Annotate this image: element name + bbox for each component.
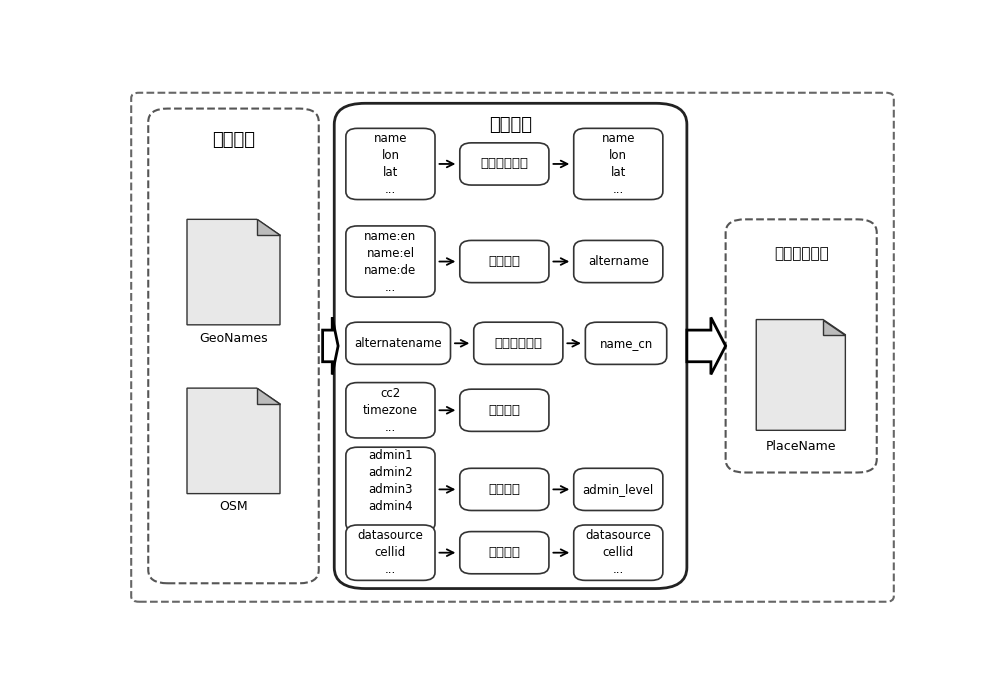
Polygon shape [187,388,280,494]
FancyBboxPatch shape [460,469,549,510]
Text: 地名数据: 地名数据 [489,116,532,134]
Polygon shape [257,219,280,235]
FancyBboxPatch shape [346,226,435,297]
FancyBboxPatch shape [346,128,435,199]
Polygon shape [187,219,280,325]
FancyBboxPatch shape [574,240,663,283]
FancyBboxPatch shape [460,240,549,283]
FancyBboxPatch shape [346,525,435,580]
Text: 地名数据: 地名数据 [212,132,255,149]
Polygon shape [257,388,280,404]
Text: 新增字段: 新增字段 [488,546,520,559]
Text: GeoNames: GeoNames [199,332,268,345]
Text: 转换字段: 转换字段 [488,483,520,496]
Text: 过滤提取字段: 过滤提取字段 [494,337,542,350]
Text: 合并字段: 合并字段 [488,255,520,268]
Text: 抛弃字段: 抛弃字段 [488,403,520,416]
FancyBboxPatch shape [346,383,435,438]
FancyBboxPatch shape [574,128,663,199]
Text: cc2
timezone
...: cc2 timezone ... [363,387,418,434]
FancyBboxPatch shape [346,447,435,532]
Text: name
lon
lat
...: name lon lat ... [374,132,407,196]
Text: name
lon
lat
...: name lon lat ... [602,132,635,196]
FancyBboxPatch shape [346,322,450,364]
Text: datasource
cellid
...: datasource cellid ... [585,530,651,576]
Text: admin_level: admin_level [583,483,654,496]
Polygon shape [687,317,726,375]
FancyBboxPatch shape [460,389,549,432]
Polygon shape [323,317,338,375]
Text: altername: altername [588,255,649,268]
Text: name:en
name:el
name:de
...: name:en name:el name:de ... [364,229,417,294]
Text: OSM: OSM [219,500,248,513]
Text: 标准地名数据: 标准地名数据 [774,246,829,261]
Polygon shape [756,319,845,430]
Text: admin1
admin2
admin3
admin4
...: admin1 admin2 admin3 admin4 ... [368,449,413,530]
Text: alternatename: alternatename [354,337,442,350]
Text: PlaceName: PlaceName [766,440,836,453]
FancyBboxPatch shape [574,525,663,580]
FancyBboxPatch shape [574,469,663,510]
Text: 无需处理字段: 无需处理字段 [480,158,528,171]
FancyBboxPatch shape [460,532,549,574]
Text: datasource
cellid
...: datasource cellid ... [358,530,423,576]
Polygon shape [823,319,845,335]
FancyBboxPatch shape [474,322,563,364]
Text: name_cn: name_cn [599,337,653,350]
FancyBboxPatch shape [460,143,549,185]
FancyBboxPatch shape [585,322,667,364]
